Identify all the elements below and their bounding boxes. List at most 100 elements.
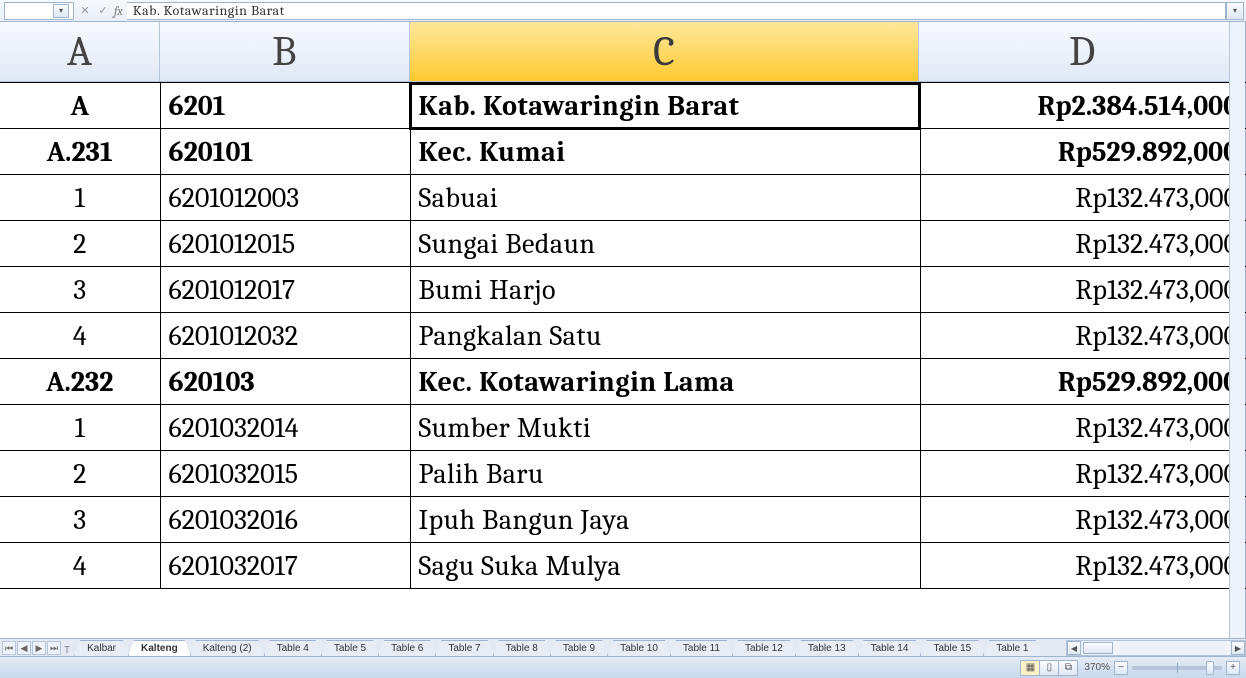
table-row: 36201012017Bumi HarjoRp132.473,000: [0, 267, 1246, 313]
cell[interactable]: 2: [0, 451, 160, 497]
cell[interactable]: Ipuh Bangun Jaya: [410, 497, 920, 543]
sheet-tab[interactable]: Table 12: [732, 640, 796, 656]
column-header-B[interactable]: B: [160, 22, 410, 82]
accept-formula-icon[interactable]: ✓: [94, 2, 112, 20]
sheet-tab[interactable]: Kalteng: [128, 640, 191, 656]
cell[interactable]: 2: [0, 221, 160, 267]
cell[interactable]: Rp132.473,000: [920, 313, 1246, 359]
zoom-percent[interactable]: 370%: [1084, 662, 1110, 673]
sheet-tab[interactable]: Table 4: [264, 640, 322, 656]
cell[interactable]: A.232: [0, 359, 160, 405]
cell[interactable]: 620101: [160, 129, 410, 175]
sheet-tab[interactable]: Table 13: [795, 640, 859, 656]
table-row: 26201032015Palih BaruRp132.473,000: [0, 451, 1246, 497]
column-header-D[interactable]: D: [919, 22, 1245, 82]
column-header-A[interactable]: A: [0, 22, 160, 82]
sheet-tab[interactable]: Table 8: [493, 640, 551, 656]
cell[interactable]: Rp132.473,000: [920, 221, 1246, 267]
cell[interactable]: 1: [0, 175, 160, 221]
cell[interactable]: 620103: [160, 359, 410, 405]
cell[interactable]: Pangkalan Satu: [410, 313, 920, 359]
expand-formula-bar-icon[interactable]: ▾: [1226, 2, 1244, 20]
cell[interactable]: Palih Baru: [410, 451, 920, 497]
formula-input[interactable]: Kab. Kotawaringin Barat: [127, 2, 1226, 20]
horizontal-scrollbar[interactable]: ◀ ▶: [1066, 640, 1246, 656]
tab-next-icon[interactable]: ▶: [32, 641, 46, 655]
table-row: 46201012032Pangkalan SatuRp132.473,000: [0, 313, 1246, 359]
table-row: 26201012015Sungai BedaunRp132.473,000: [0, 221, 1246, 267]
cell[interactable]: Sungai Bedaun: [410, 221, 920, 267]
cell[interactable]: A: [0, 83, 160, 129]
table-row: 46201032017Sagu Suka MulyaRp132.473,000: [0, 543, 1246, 589]
sheet-tab[interactable]: Table 9: [550, 640, 608, 656]
cell[interactable]: Rp132.473,000: [920, 175, 1246, 221]
hscroll-right-icon[interactable]: ▶: [1231, 641, 1245, 655]
sheet-tab[interactable]: Table 15: [920, 640, 984, 656]
zoom-out-icon[interactable]: −: [1114, 661, 1128, 675]
zoom-in-icon[interactable]: +: [1226, 661, 1240, 675]
tab-nav: ⏮ ◀ ▶ ⏭: [2, 640, 62, 656]
cell[interactable]: Rp132.473,000: [920, 405, 1246, 451]
formula-bar-buttons: ✕ ✓: [76, 2, 112, 20]
column-header-C[interactable]: C: [410, 22, 920, 82]
cell[interactable]: A.231: [0, 129, 160, 175]
view-page-layout-icon[interactable]: ▯: [1039, 660, 1059, 676]
fx-icon[interactable]: fx: [114, 4, 123, 18]
cell[interactable]: 6201032015: [160, 451, 410, 497]
tab-prev-icon[interactable]: ◀: [17, 641, 31, 655]
sheet-tab[interactable]: Table 6: [378, 640, 436, 656]
cell[interactable]: 6201012003: [160, 175, 410, 221]
cell[interactable]: 3: [0, 497, 160, 543]
cell[interactable]: 4: [0, 543, 160, 589]
table-row: 16201032014Sumber MuktiRp132.473,000: [0, 405, 1246, 451]
cell[interactable]: 6201: [160, 83, 410, 129]
cell[interactable]: Rp529.892,000: [920, 359, 1246, 405]
hscroll-thumb[interactable]: [1083, 642, 1113, 654]
hscroll-left-icon[interactable]: ◀: [1067, 641, 1081, 655]
cell[interactable]: 3: [0, 267, 160, 313]
sheet-tab[interactable]: Table 11: [670, 640, 733, 656]
cell[interactable]: 6201012032: [160, 313, 410, 359]
cell[interactable]: Rp132.473,000: [920, 543, 1246, 589]
name-box-dropdown-icon[interactable]: ▾: [53, 4, 69, 18]
cell[interactable]: Kec. Kumai: [410, 129, 920, 175]
cancel-formula-icon[interactable]: ✕: [76, 2, 94, 20]
sheet-tab[interactable]: Table 1: [983, 640, 1041, 656]
cell[interactable]: Rp132.473,000: [920, 497, 1246, 543]
tab-first-icon[interactable]: ⏮: [2, 641, 16, 655]
cell[interactable]: 6201032016: [160, 497, 410, 543]
cell[interactable]: Kec. Kotawaringin Lama: [410, 359, 920, 405]
name-box[interactable]: ▾: [4, 2, 74, 20]
cell[interactable]: 6201032017: [160, 543, 410, 589]
cell[interactable]: Sumber Mukti: [410, 405, 920, 451]
sheet-tab-bar: ⏮ ◀ ▶ ⏭ T KalbarKaltengKalteng (2)Table …: [0, 638, 1246, 656]
tab-cutoff-left: T: [64, 645, 74, 656]
table-row: A.232620103Kec. Kotawaringin LamaRp529.8…: [0, 359, 1246, 405]
cell[interactable]: Rp132.473,000: [920, 267, 1246, 313]
zoom-thumb[interactable]: [1206, 661, 1214, 675]
cell[interactable]: 6201032014: [160, 405, 410, 451]
sheet-tab[interactable]: Kalteng (2): [190, 640, 265, 656]
view-normal-icon[interactable]: ▦: [1020, 660, 1040, 676]
cell[interactable]: 1: [0, 405, 160, 451]
view-page-break-icon[interactable]: ⧉: [1058, 660, 1078, 676]
cell[interactable]: 6201012017: [160, 267, 410, 313]
tab-last-icon[interactable]: ⏭: [47, 641, 61, 655]
cell[interactable]: Sabuai: [410, 175, 920, 221]
sheet-tab[interactable]: Table 7: [435, 640, 493, 656]
cell[interactable]: Rp132.473,000: [920, 451, 1246, 497]
cell[interactable]: Rp529.892,000: [920, 129, 1246, 175]
zoom-slider[interactable]: [1132, 666, 1222, 670]
vertical-scrollbar[interactable]: [1229, 22, 1245, 638]
sheet-tab[interactable]: Table 10: [607, 640, 671, 656]
table-row: 36201032016Ipuh Bangun JayaRp132.473,000: [0, 497, 1246, 543]
cell[interactable]: 6201012015: [160, 221, 410, 267]
sheet-tab[interactable]: Table 14: [858, 640, 922, 656]
cell[interactable]: Bumi Harjo: [410, 267, 920, 313]
cell[interactable]: Kab. Kotawaringin Barat: [410, 83, 920, 129]
cell[interactable]: 4: [0, 313, 160, 359]
sheet-tab[interactable]: Kalbar: [74, 640, 129, 656]
cell[interactable]: Sagu Suka Mulya: [410, 543, 920, 589]
sheet-tab[interactable]: Table 5: [321, 640, 379, 656]
cell[interactable]: Rp2.384.514,000: [920, 83, 1246, 129]
